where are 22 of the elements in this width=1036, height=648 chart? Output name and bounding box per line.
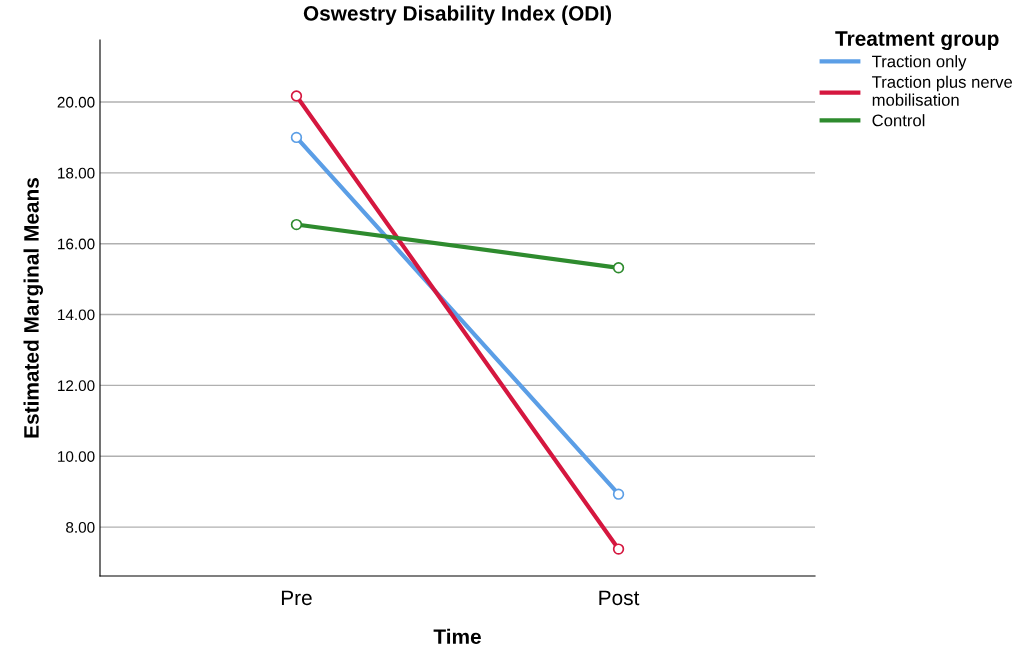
y-axis-title: Estimated Marginal Means xyxy=(23,178,44,438)
legend-label: Traction only xyxy=(872,55,967,71)
point xyxy=(612,262,625,274)
legend-label: Control xyxy=(872,114,925,127)
y-tick-label: 14.00 xyxy=(58,309,95,321)
y-tick-label: 12.00 xyxy=(58,380,95,392)
y-tick-label: 8.00 xyxy=(66,521,95,533)
point xyxy=(612,488,625,500)
legend-title: Treatment group xyxy=(835,31,999,51)
point xyxy=(290,90,303,102)
legend-label: Traction plus nerve mobilisation xyxy=(872,75,1013,106)
chart-title: Oswestry Disability Index (ODI) xyxy=(303,5,612,25)
y-tick-label: 16.00 xyxy=(58,238,95,250)
y-tick-label: 18.00 xyxy=(58,167,95,179)
y-tick-label: 10.00 xyxy=(58,451,95,462)
x-axis-title: Time xyxy=(433,628,481,645)
x-tick-label: Pre xyxy=(281,590,312,606)
point xyxy=(290,131,303,144)
point xyxy=(612,543,625,555)
y-tick-label: 20.00 xyxy=(57,96,95,108)
point xyxy=(290,218,303,231)
x-tick-label: Post xyxy=(599,590,640,606)
